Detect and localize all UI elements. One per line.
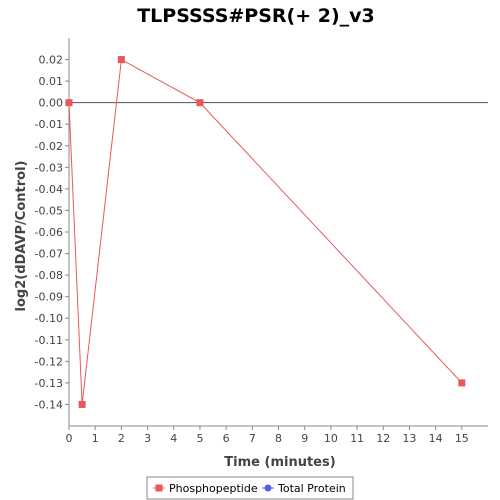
y-tick-label: -0.02: [35, 140, 63, 153]
data-point: [117, 56, 125, 64]
x-tick-label: 11: [350, 432, 364, 445]
x-tick-label: 1: [92, 432, 99, 445]
y-tick-label: -0.07: [35, 248, 63, 261]
y-tick-label: -0.12: [35, 355, 63, 368]
y-tick-label: -0.09: [35, 291, 63, 304]
x-tick-label: 4: [170, 432, 177, 445]
plot-area: [68, 38, 488, 427]
x-tick-label: 9: [301, 432, 308, 445]
legend-label: Total Protein: [277, 482, 346, 495]
x-axis: 0 1 2 3 4 5 6 7 8 9 10 11 12 13 14 15: [66, 426, 469, 445]
data-point: [196, 99, 204, 107]
series-line: [68, 58, 463, 405]
y-tick-label: -0.13: [35, 377, 63, 390]
y-tick-label: -0.10: [35, 312, 63, 325]
y-tick-label: 0.02: [39, 54, 64, 67]
x-tick-label: 10: [324, 432, 338, 445]
y-axis: 0.02 0.01 0.00 -0.01 -0.02 -0.03 -0.04 -0.05 -0.…: [35, 54, 69, 411]
y-tick-label: -0.01: [35, 118, 63, 131]
y-tick-label: -0.05: [35, 204, 63, 217]
x-tick-label: 8: [275, 432, 282, 445]
y-tick-label: -0.03: [35, 161, 63, 174]
y-tick-label: 0.01: [39, 75, 64, 88]
y-tick-label: -0.04: [35, 183, 63, 196]
x-tick-label: 2: [118, 432, 125, 445]
x-tick-label: 14: [429, 432, 443, 445]
x-tick-label: 5: [196, 432, 203, 445]
x-tick-label: 7: [249, 432, 256, 445]
data-point: [458, 379, 466, 387]
x-tick-label: 6: [223, 432, 230, 445]
x-tick-label: 12: [376, 432, 390, 445]
y-tick-label: -0.08: [35, 269, 63, 282]
x-tick-label: 0: [66, 432, 73, 445]
legend-label: Phosphopeptide: [169, 482, 258, 495]
x-tick-label: 15: [455, 432, 469, 445]
y-tick-label: -0.11: [35, 334, 63, 347]
x-axis-label: Time (minutes): [224, 455, 335, 470]
legend: Phosphopeptide Total Protein: [146, 476, 354, 500]
y-tick-label: -0.14: [35, 398, 63, 411]
legend-marker: [155, 484, 163, 492]
x-tick-label: 13: [402, 432, 416, 445]
series-layer: [65, 56, 466, 408]
legend-marker: [264, 484, 272, 492]
data-point: [78, 400, 86, 408]
data-point: [65, 99, 73, 107]
y-tick-label: 0.00: [39, 97, 64, 110]
y-axis-label: log2(dDAVP/Control): [14, 161, 29, 312]
x-tick-label: 3: [144, 432, 151, 445]
y-tick-label: -0.06: [35, 226, 63, 239]
chart-title: TLPSSSS#PSR(+ 2)_v3: [137, 5, 375, 27]
legend-box: [146, 476, 354, 500]
